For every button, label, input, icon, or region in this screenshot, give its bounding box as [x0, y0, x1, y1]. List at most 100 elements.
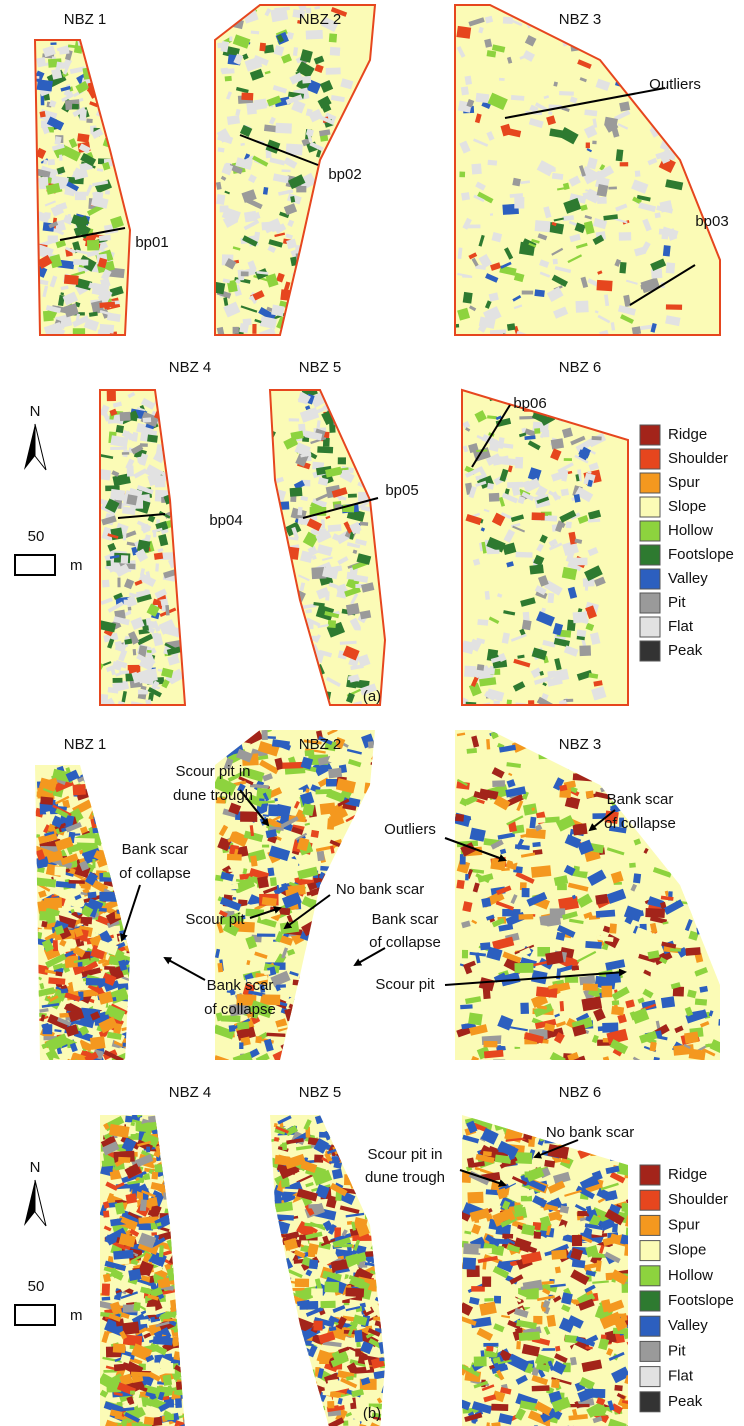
terrain-patch [290, 1408, 309, 1426]
terrain-patch [636, 748, 643, 754]
annotation: No bank scar [336, 881, 424, 898]
terrain-patch [292, 702, 304, 710]
terrain-patch [530, 738, 549, 746]
terrain-patch [350, 1005, 360, 1016]
terrain-patch [313, 671, 319, 681]
terrain-patch [116, 767, 129, 778]
terrain-patch [146, 1147, 150, 1153]
terrain-patch [695, 998, 707, 1005]
terrain-patch [225, 76, 232, 81]
terrain-patch [373, 1122, 379, 1132]
terrain-patch [280, 622, 292, 633]
terrain-patch [384, 1325, 392, 1331]
terrain-patch [99, 235, 111, 241]
terrain-patch [332, 1046, 341, 1054]
annotation: bp05 [385, 482, 418, 499]
terrain-patch [379, 1116, 395, 1126]
terrain-patch [274, 520, 281, 526]
terrain-patch [357, 402, 365, 415]
terrain-patch [346, 945, 367, 956]
terrain-patch [274, 798, 278, 802]
terrain-patch [297, 1022, 308, 1028]
terrain-patch [561, 488, 569, 496]
terrain-patch [479, 1248, 492, 1253]
terrain-patch [280, 618, 294, 629]
terrain-patch [265, 672, 284, 689]
terrain-patch [105, 73, 121, 89]
terrain-patch [616, 149, 624, 161]
terrain-patch [718, 1019, 739, 1027]
terrain-patch [113, 1343, 126, 1353]
terrain-patch [658, 757, 673, 766]
terrain-patch [354, 1330, 362, 1342]
terrain-patch [179, 1202, 192, 1216]
terrain-patch [159, 1245, 164, 1257]
terrain-patch [623, 42, 634, 55]
terrain-patch [185, 1387, 192, 1399]
map-title: NBZ 6 [559, 1084, 602, 1101]
terrain-patch [73, 784, 86, 795]
terrain-patch [268, 867, 275, 876]
terrain-patch [366, 982, 376, 992]
terrain-patch [662, 835, 679, 846]
terrain-patch [382, 1244, 402, 1254]
north-arrow [35, 424, 46, 470]
terrain-patch [96, 55, 106, 64]
terrain-patch [282, 1361, 288, 1369]
terrain-patch [463, 1257, 477, 1269]
terrain-patch [612, 1000, 620, 1005]
terrain-patch [304, 680, 311, 684]
terrain-patch [356, 1003, 376, 1014]
terrain-patch [571, 965, 579, 970]
terrain-patch [352, 986, 369, 1000]
terrain-patch [346, 1126, 359, 1132]
terrain-patch [334, 913, 350, 928]
terrain-patch [701, 737, 711, 747]
terrain-patch [677, 794, 685, 801]
north-arrow [35, 1180, 46, 1226]
terrain-patch [128, 787, 140, 797]
terrain-patch [306, 30, 323, 40]
terrain-patch [366, 1054, 384, 1061]
terrain-patch [645, 908, 665, 918]
terrain-patch [611, 1006, 624, 1015]
map-title: NBZ 5 [299, 359, 342, 376]
terrain-patch [372, 1202, 390, 1216]
terrain-patch [104, 823, 114, 830]
terrain-patch [308, 689, 321, 699]
terrain-patch [306, 1045, 329, 1062]
terrain-patch [293, 1409, 299, 1415]
terrain-patch [251, 31, 259, 35]
terrain-patch [367, 1054, 383, 1066]
terrain-patch [540, 1116, 550, 1124]
terrain-patch [297, 507, 302, 516]
terrain-patch [471, 163, 481, 174]
terrain-patch [612, 1142, 619, 1147]
terrain-patch [380, 1118, 399, 1134]
terrain-patch [128, 607, 132, 611]
terrain-patch [338, 457, 346, 464]
terrain-patch [276, 1412, 284, 1415]
terrain-patch [113, 1250, 134, 1260]
terrain-patch [344, 935, 363, 942]
terrain-patch [678, 760, 699, 771]
terrain-patch [660, 106, 675, 121]
terrain-patch [308, 1248, 315, 1257]
terrain-patch [373, 1038, 388, 1049]
terrain-patch [554, 395, 562, 404]
terrain-patch [347, 1157, 357, 1166]
map-title: NBZ 1 [64, 11, 107, 28]
legend-label: Footslope [668, 1292, 734, 1309]
terrain-patch [329, 920, 346, 928]
terrain-patch [274, 1192, 282, 1204]
terrain-patch [575, 410, 592, 426]
terrain-patch [299, 1024, 317, 1038]
terrain-patch [103, 838, 121, 854]
terrain-patch [344, 1337, 357, 1347]
terrain-patch [474, 1356, 487, 1366]
terrain-patch [511, 1121, 524, 1131]
terrain-patch [293, 677, 308, 684]
terrain-patch [331, 964, 338, 970]
terrain-patch [342, 1032, 358, 1045]
terrain-patch [529, 1118, 533, 1127]
